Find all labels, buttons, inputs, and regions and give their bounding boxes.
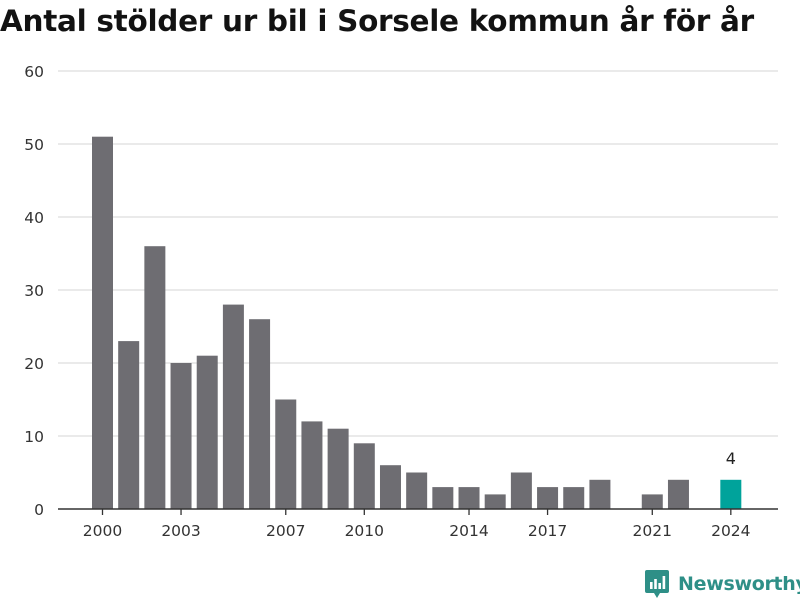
brand-name: Newsworthy [678, 573, 800, 595]
y-tick-label-20: 20 [24, 355, 44, 373]
bar-2012 [406, 472, 428, 509]
y-tick-label-30: 30 [24, 282, 44, 300]
bar-2010 [353, 443, 375, 509]
y-tick-label-40: 40 [24, 209, 44, 227]
bar-2017 [537, 487, 559, 509]
x-tick-label-2000: 2000 [83, 522, 122, 540]
chart-title: Antal stölder ur bil i Sorsele kommun år… [0, 4, 754, 38]
x-tick-label-2003: 2003 [161, 522, 200, 540]
newsworthy-logo-icon [645, 570, 669, 598]
y-axis-tick-labels: 0 10 20 30 40 50 60 [24, 63, 44, 519]
bar-2015 [484, 494, 506, 509]
x-tick-label-2021: 2021 [633, 522, 672, 540]
x-tick-label-2014: 2014 [449, 522, 488, 540]
y-tick-label-10: 10 [24, 428, 44, 446]
x-tick-label-2007: 2007 [266, 522, 305, 540]
y-tick-label-0: 0 [34, 501, 44, 519]
bar-2005 [222, 304, 244, 509]
bar-2002 [144, 246, 166, 509]
bar-2021 [641, 494, 663, 509]
bar-2018 [563, 487, 585, 509]
bar-2001 [118, 341, 140, 509]
bar-2007 [275, 399, 297, 509]
bar-2000 [92, 136, 113, 509]
annotations: 4 [726, 449, 736, 468]
x-tick-label-2017: 2017 [528, 522, 567, 540]
bar-2008 [301, 421, 323, 509]
gridlines [58, 70, 778, 437]
x-tick-label-2024: 2024 [711, 522, 750, 540]
bar-2016 [510, 472, 532, 509]
bar-2011 [379, 465, 401, 509]
bar-2022 [667, 479, 689, 509]
bar-2024 [720, 479, 742, 509]
x-tick-label-2010: 2010 [345, 522, 384, 540]
y-tick-label-50: 50 [24, 136, 44, 154]
bar-2014 [458, 487, 480, 509]
bar-2019 [589, 479, 611, 509]
data-label-2024: 4 [726, 449, 736, 468]
bar-2013 [432, 487, 454, 509]
bar-2003 [170, 363, 192, 509]
newsworthy-logo: Newsworthy [644, 569, 800, 599]
y-tick-label-60: 60 [24, 63, 44, 81]
bar-2004 [196, 355, 218, 509]
bar-2006 [249, 319, 271, 509]
bar-2009 [327, 428, 349, 509]
bars [92, 136, 742, 509]
x-axis: 2000 2003 2007 2010 2014 2017 2021 2024 [58, 508, 778, 540]
